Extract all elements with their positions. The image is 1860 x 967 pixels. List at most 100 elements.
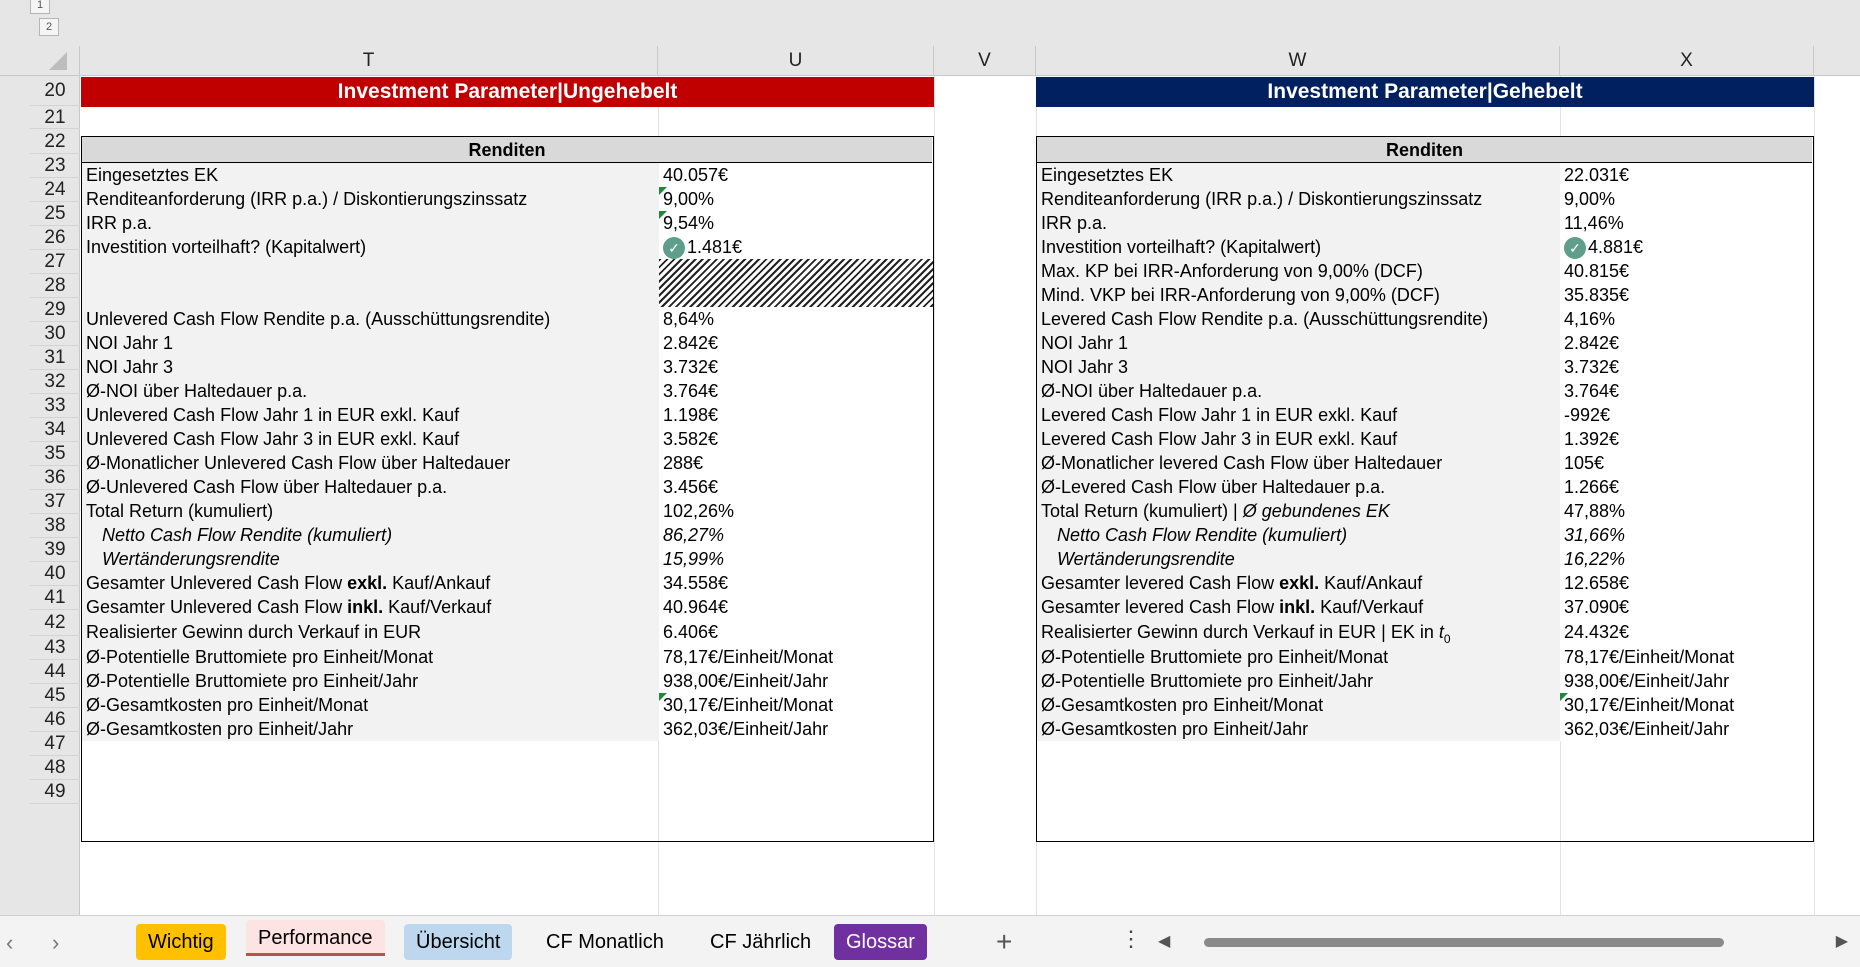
- row-value[interactable]: 2.842€: [659, 331, 933, 355]
- row-label[interactable]: Unlevered Cash Flow Rendite p.a. (Aussch…: [82, 307, 659, 331]
- row-header-46[interactable]: 46: [30, 708, 80, 732]
- select-all-button[interactable]: [30, 46, 80, 76]
- chevron-right-icon[interactable]: ›: [52, 930, 60, 955]
- row-header-31[interactable]: 31: [30, 346, 80, 370]
- row-value[interactable]: 15,99%: [659, 547, 933, 571]
- row-value[interactable]: 938,00€/Einheit/Jahr: [659, 669, 933, 693]
- row-value[interactable]: 288€: [659, 451, 933, 475]
- row-header-27[interactable]: 27: [30, 250, 80, 274]
- row-value[interactable]: 1.266€: [1560, 475, 1813, 499]
- tab-glossar[interactable]: Glossar: [834, 924, 927, 960]
- column-header-U[interactable]: U: [658, 46, 934, 76]
- row-value[interactable]: -992€: [1560, 403, 1813, 427]
- row-header-39[interactable]: 39: [30, 538, 80, 562]
- row-label[interactable]: Mind. VKP bei IRR-Anforderung von 9,00% …: [1037, 283, 1560, 307]
- row-label[interactable]: Total Return (kumuliert) | Ø gebundenes …: [1037, 499, 1560, 523]
- row-header-45[interactable]: 45: [30, 684, 80, 708]
- row-label[interactable]: Ø-Potentielle Bruttomiete pro Einheit/Ja…: [82, 669, 659, 693]
- row-value[interactable]: 40.057€: [659, 163, 933, 187]
- row-label[interactable]: Investition vorteilhaft? (Kapitalwert): [82, 235, 659, 259]
- row-label[interactable]: Total Return (kumuliert): [82, 499, 659, 523]
- row-header-28[interactable]: 28: [30, 274, 80, 298]
- plus-icon[interactable]: +: [996, 926, 1013, 957]
- row-header-30[interactable]: 30: [30, 322, 80, 346]
- row-label[interactable]: Realisierter Gewinn durch Verkauf in EUR…: [1037, 619, 1560, 646]
- row-label[interactable]: [82, 259, 659, 283]
- row-value[interactable]: 3.732€: [659, 355, 933, 379]
- row-value[interactable]: 3.764€: [659, 379, 933, 403]
- row-value[interactable]: 47,88%: [1560, 499, 1813, 523]
- row-header-49[interactable]: 49: [30, 780, 80, 804]
- row-label[interactable]: Max. KP bei IRR-Anforderung von 9,00% (D…: [1037, 259, 1560, 283]
- row-value[interactable]: 3.764€: [1560, 379, 1813, 403]
- scrollbar-thumb[interactable]: [1204, 938, 1724, 947]
- row-value[interactable]: 362,03€/Einheit/Jahr: [659, 717, 933, 741]
- row-label[interactable]: Ø-NOI über Haltedauer p.a.: [1037, 379, 1560, 403]
- tab-wichtig[interactable]: Wichtig: [136, 924, 226, 960]
- chevron-left-icon[interactable]: ‹: [6, 930, 14, 955]
- tab-cf-monatlich[interactable]: CF Monatlich: [546, 931, 664, 953]
- row-value[interactable]: 12.658€: [1560, 571, 1813, 595]
- row-value[interactable]: 24.432€: [1560, 619, 1813, 645]
- row-label[interactable]: Ø-Levered Cash Flow über Haltedauer p.a.: [1037, 475, 1560, 499]
- row-label[interactable]: Ø-Potentielle Bruttomiete pro Einheit/Mo…: [82, 645, 659, 669]
- row-value[interactable]: ✓ 1.481€: [659, 235, 933, 260]
- row-label[interactable]: Gesamter levered Cash Flow inkl. Kauf/Ve…: [1037, 595, 1560, 619]
- row-label[interactable]: IRR p.a.: [82, 211, 659, 235]
- row-value[interactable]: 1.198€: [659, 403, 933, 427]
- row-value[interactable]: 78,17€/Einheit/Monat: [1560, 645, 1813, 669]
- row-label[interactable]: Ø-Monatlicher levered Cash Flow über Hal…: [1037, 451, 1560, 475]
- row-label[interactable]: Levered Cash Flow Jahr 1 in EUR exkl. Ka…: [1037, 403, 1560, 427]
- row-label[interactable]: Ø-Gesamtkosten pro Einheit/Monat: [1037, 693, 1560, 717]
- row-header-22[interactable]: 22: [30, 129, 80, 154]
- row-value[interactable]: 31,66%: [1560, 523, 1813, 547]
- row-label[interactable]: NOI Jahr 3: [1037, 355, 1560, 379]
- row-label[interactable]: Netto Cash Flow Rendite (kumuliert): [1037, 523, 1560, 547]
- row-label[interactable]: Renditeanforderung (IRR p.a.) / Diskonti…: [82, 187, 659, 211]
- row-value[interactable]: 40.964€: [659, 595, 933, 619]
- column-header-W[interactable]: W: [1036, 46, 1560, 76]
- row-header-47[interactable]: 47: [30, 732, 80, 756]
- row-label[interactable]: Ø-Potentielle Bruttomiete pro Einheit/Ja…: [1037, 669, 1560, 693]
- row-label[interactable]: [82, 283, 659, 307]
- row-value[interactable]: 3.732€: [1560, 355, 1813, 379]
- column-header-V[interactable]: V: [934, 46, 1036, 76]
- scroll-right-icon[interactable]: ▶: [1835, 933, 1848, 950]
- row-header-42[interactable]: 42: [30, 610, 80, 636]
- row-header-37[interactable]: 37: [30, 490, 80, 514]
- row-header-38[interactable]: 38: [30, 514, 80, 538]
- row-header-25[interactable]: 25: [30, 202, 80, 226]
- row-value[interactable]: 86,27%: [659, 523, 933, 547]
- row-value[interactable]: 2.842€: [1560, 331, 1813, 355]
- row-value[interactable]: 37.090€: [1560, 595, 1813, 619]
- row-value[interactable]: 34.558€: [659, 571, 933, 595]
- row-value[interactable]: 1.392€: [1560, 427, 1813, 451]
- outline-level-1-button[interactable]: 1: [30, 0, 50, 14]
- row-value[interactable]: 22.031€: [1560, 163, 1813, 187]
- row-label[interactable]: Ø-Monatlicher Unlevered Cash Flow über H…: [82, 451, 659, 475]
- row-label[interactable]: Investition vorteilhaft? (Kapitalwert): [1037, 235, 1560, 259]
- row-label[interactable]: Ø-Gesamtkosten pro Einheit/Jahr: [1037, 717, 1560, 741]
- row-label[interactable]: Ø-NOI über Haltedauer p.a.: [82, 379, 659, 403]
- row-value[interactable]: 3.582€: [659, 427, 933, 451]
- row-header-35[interactable]: 35: [30, 442, 80, 466]
- row-label[interactable]: NOI Jahr 1: [1037, 331, 1560, 355]
- row-header-23[interactable]: 23: [30, 154, 80, 178]
- row-value[interactable]: 11,46%: [1560, 211, 1813, 235]
- row-label[interactable]: Netto Cash Flow Rendite (kumuliert): [82, 523, 659, 547]
- row-header-36[interactable]: 36: [30, 466, 80, 490]
- row-header-40[interactable]: 40: [30, 562, 80, 586]
- row-label[interactable]: Ø-Unlevered Cash Flow über Haltedauer p.…: [82, 475, 659, 499]
- row-label[interactable]: Unlevered Cash Flow Jahr 3 in EUR exkl. …: [82, 427, 659, 451]
- row-header-41[interactable]: 41: [30, 586, 80, 610]
- row-label[interactable]: Eingesetztes EK: [1037, 163, 1560, 187]
- row-label[interactable]: Eingesetztes EK: [82, 163, 659, 187]
- row-label[interactable]: Levered Cash Flow Jahr 3 in EUR exkl. Ka…: [1037, 427, 1560, 451]
- row-value[interactable]: 4,16%: [1560, 307, 1813, 331]
- row-header-48[interactable]: 48: [30, 756, 80, 780]
- row-value[interactable]: 40.815€: [1560, 259, 1813, 283]
- row-header-44[interactable]: 44: [30, 660, 80, 684]
- row-header-20[interactable]: 20: [30, 76, 80, 106]
- row-value[interactable]: 35.835€: [1560, 283, 1813, 307]
- row-header-33[interactable]: 33: [30, 394, 80, 418]
